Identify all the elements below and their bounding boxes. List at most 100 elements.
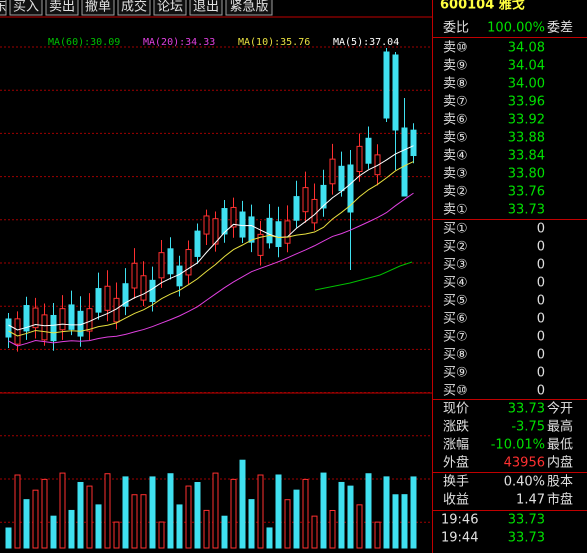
candle-body bbox=[248, 216, 255, 243]
candle-body bbox=[374, 154, 381, 176]
volume-bar bbox=[122, 476, 129, 549]
toolbar-button[interactable] bbox=[153, 0, 187, 16]
row-label: 外盘 bbox=[443, 455, 469, 471]
row-label: 卖⑨ bbox=[443, 59, 468, 74]
candle-body bbox=[86, 308, 93, 332]
candle-body bbox=[149, 279, 156, 303]
candle-body bbox=[203, 215, 210, 235]
candle-body bbox=[365, 137, 372, 164]
row-label: 买④ bbox=[443, 276, 468, 291]
row-value: 0 bbox=[537, 222, 545, 237]
candle-body bbox=[311, 198, 318, 224]
volume-bar bbox=[5, 527, 12, 549]
candle-body bbox=[401, 127, 408, 197]
candle-body bbox=[122, 283, 129, 307]
row-label: 收益 bbox=[443, 493, 469, 508]
toolbar-label[interactable]: 东 bbox=[0, 0, 7, 15]
row-value: 0 bbox=[537, 366, 545, 381]
candles bbox=[5, 48, 417, 352]
candle-body bbox=[41, 314, 48, 341]
toolbar-label[interactable]: 买入 bbox=[13, 0, 39, 15]
candle-body bbox=[383, 51, 390, 119]
volume-bar bbox=[140, 494, 147, 549]
toolbar-button[interactable] bbox=[189, 0, 223, 16]
toolbar-label[interactable]: 论坛 bbox=[157, 0, 183, 15]
candle-body bbox=[68, 304, 75, 330]
toolbar-button[interactable] bbox=[45, 0, 79, 16]
volume-bar bbox=[14, 474, 21, 549]
ma-line bbox=[8, 192, 414, 347]
row-value: 33.96 bbox=[508, 95, 545, 110]
candle-body bbox=[158, 252, 165, 279]
row-value: 0 bbox=[537, 348, 545, 363]
row-value: 34.00 bbox=[508, 77, 545, 92]
volume-bar bbox=[59, 472, 66, 549]
volume-bar bbox=[329, 509, 336, 549]
row-label: 买① bbox=[443, 222, 468, 237]
row-label: 现价 bbox=[443, 402, 469, 417]
ma-legend: MA(60):30.09 bbox=[48, 37, 120, 48]
row-value: 34.08 bbox=[508, 41, 545, 56]
toolbar-label[interactable]: 紧急版 bbox=[229, 0, 268, 15]
toolbar-label[interactable]: 成交 bbox=[121, 0, 147, 15]
toolbar-button[interactable] bbox=[9, 0, 43, 16]
volume-bar bbox=[23, 499, 30, 549]
volume-bar bbox=[284, 499, 291, 549]
toolbar-button[interactable] bbox=[117, 0, 151, 16]
row-value: 0 bbox=[537, 258, 545, 273]
volume-bar bbox=[194, 481, 201, 549]
row-label: 委差 bbox=[547, 21, 573, 36]
row-label: 卖① bbox=[443, 203, 468, 218]
candle-body bbox=[410, 129, 417, 157]
row-label: 内盘 bbox=[547, 455, 573, 471]
row-value: 33.84 bbox=[508, 149, 545, 164]
row-value: 33.73 bbox=[508, 203, 545, 218]
volume-bar bbox=[356, 504, 363, 549]
volume-bar bbox=[32, 489, 39, 549]
volume-bar bbox=[383, 476, 390, 549]
candle-body bbox=[338, 165, 345, 192]
row-value: -3.75 bbox=[511, 420, 545, 435]
candle-body bbox=[5, 318, 12, 338]
row-label: 买② bbox=[443, 240, 468, 255]
ma-line bbox=[8, 161, 414, 337]
candle-body bbox=[329, 158, 336, 185]
ma-legend: MA(5):37.04 bbox=[333, 37, 399, 48]
volume-bar bbox=[167, 473, 174, 549]
volume-bar bbox=[77, 481, 84, 549]
toolbar-button[interactable] bbox=[225, 0, 273, 16]
volume-bar bbox=[365, 473, 372, 549]
volume-bar bbox=[131, 494, 138, 549]
tick-price: 33.73 bbox=[508, 513, 545, 528]
row-value: 0 bbox=[537, 312, 545, 327]
row-value: 100.00% bbox=[487, 21, 545, 36]
toolbar-label[interactable]: 退出 bbox=[193, 0, 219, 15]
candle-body bbox=[176, 265, 183, 287]
candle-body bbox=[320, 184, 327, 209]
volume-bar bbox=[230, 478, 237, 549]
candle-body bbox=[221, 208, 228, 235]
volume-bar bbox=[248, 499, 255, 549]
toolbar-label[interactable]: 卖出 bbox=[49, 0, 75, 15]
row-label: 最低 bbox=[547, 438, 573, 453]
toolbar-button[interactable] bbox=[0, 0, 7, 16]
row-label: 买③ bbox=[443, 258, 468, 273]
row-value: 33.76 bbox=[508, 185, 545, 200]
volume-bar bbox=[347, 485, 354, 549]
candle-body bbox=[185, 249, 192, 276]
row-label: 卖⑧ bbox=[443, 77, 468, 92]
candle-body bbox=[14, 318, 21, 345]
volume-bar bbox=[410, 476, 417, 549]
volume-bar bbox=[41, 478, 48, 549]
candle-body bbox=[167, 248, 174, 275]
volume-bar bbox=[104, 473, 111, 549]
row-label: 卖③ bbox=[443, 167, 468, 182]
volume-bar bbox=[338, 481, 345, 549]
volume-bar bbox=[275, 474, 282, 549]
toolbar-label[interactable]: 撤单 bbox=[85, 0, 111, 15]
volume-bar bbox=[158, 521, 165, 549]
row-label: 市盘 bbox=[547, 492, 573, 508]
toolbar-button[interactable] bbox=[81, 0, 115, 16]
row-value: 43956 bbox=[504, 456, 545, 471]
